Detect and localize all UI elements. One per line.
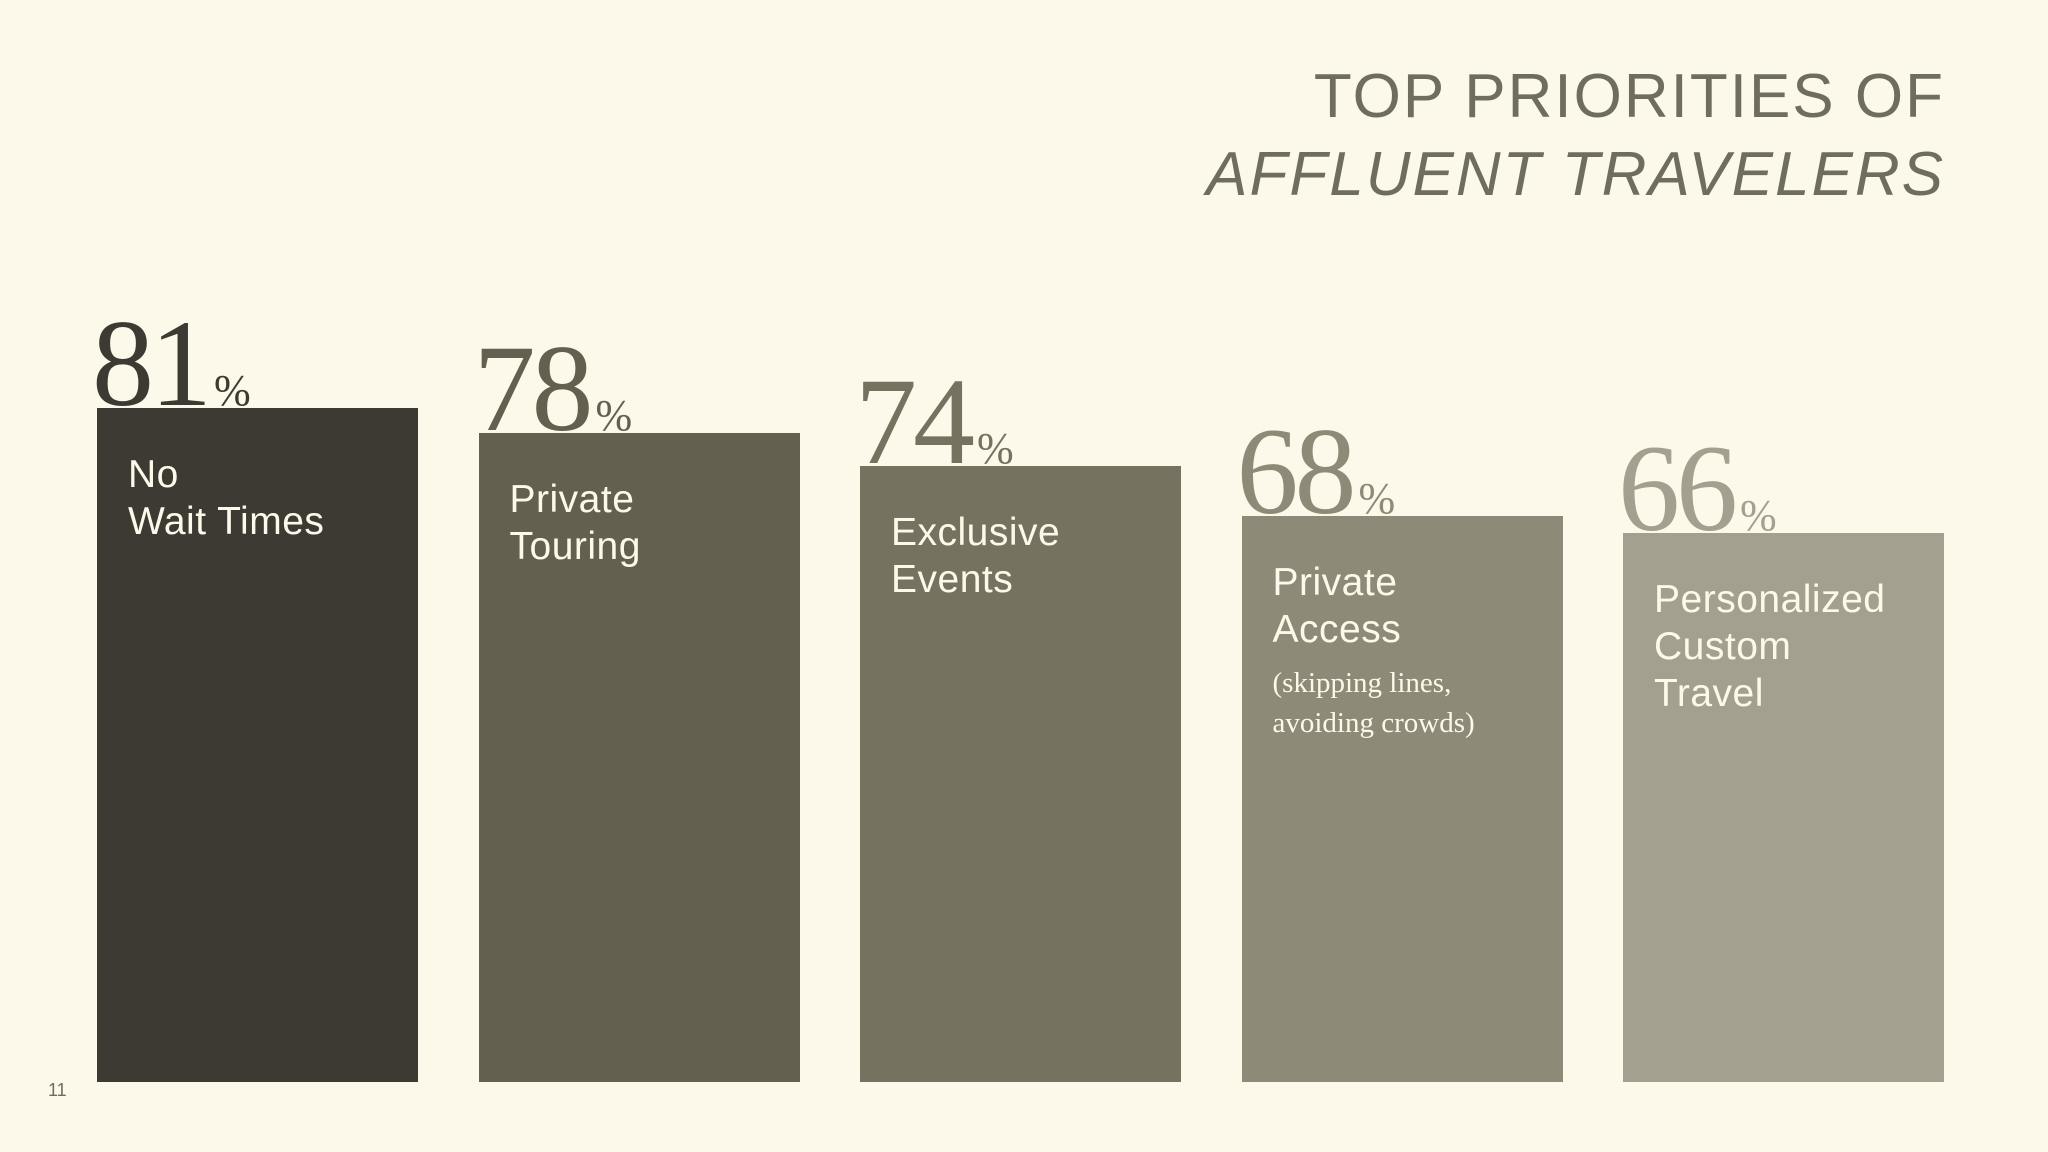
bar — [1241, 516, 1563, 1082]
bar — [1623, 532, 1944, 1082]
category-label: Private Access — [1272, 561, 1402, 652]
category-label: Private Touring — [509, 478, 641, 569]
page-number: 11 — [48, 1080, 67, 1100]
bar — [860, 466, 1181, 1082]
chart-subtitle: AFFLUENT TRAVELERS — [1206, 140, 1945, 209]
bar — [97, 408, 418, 1082]
bar — [478, 433, 800, 1082]
value-label: 78% — [473, 320, 633, 458]
category-label: No Wait Times — [128, 453, 325, 544]
chart-title: TOP PRIORITIES OF — [1313, 62, 1945, 131]
category-label: Exclusive Events — [891, 511, 1061, 602]
category-note: (skipping lines, avoiding crowds) — [1272, 667, 1475, 740]
value-label: 68% — [1236, 403, 1396, 541]
category-label: Personalized Custom Travel — [1654, 577, 1886, 715]
value-label: 66% — [1618, 419, 1777, 557]
value-label: 74% — [855, 353, 1014, 491]
value-label: 81% — [92, 295, 251, 433]
